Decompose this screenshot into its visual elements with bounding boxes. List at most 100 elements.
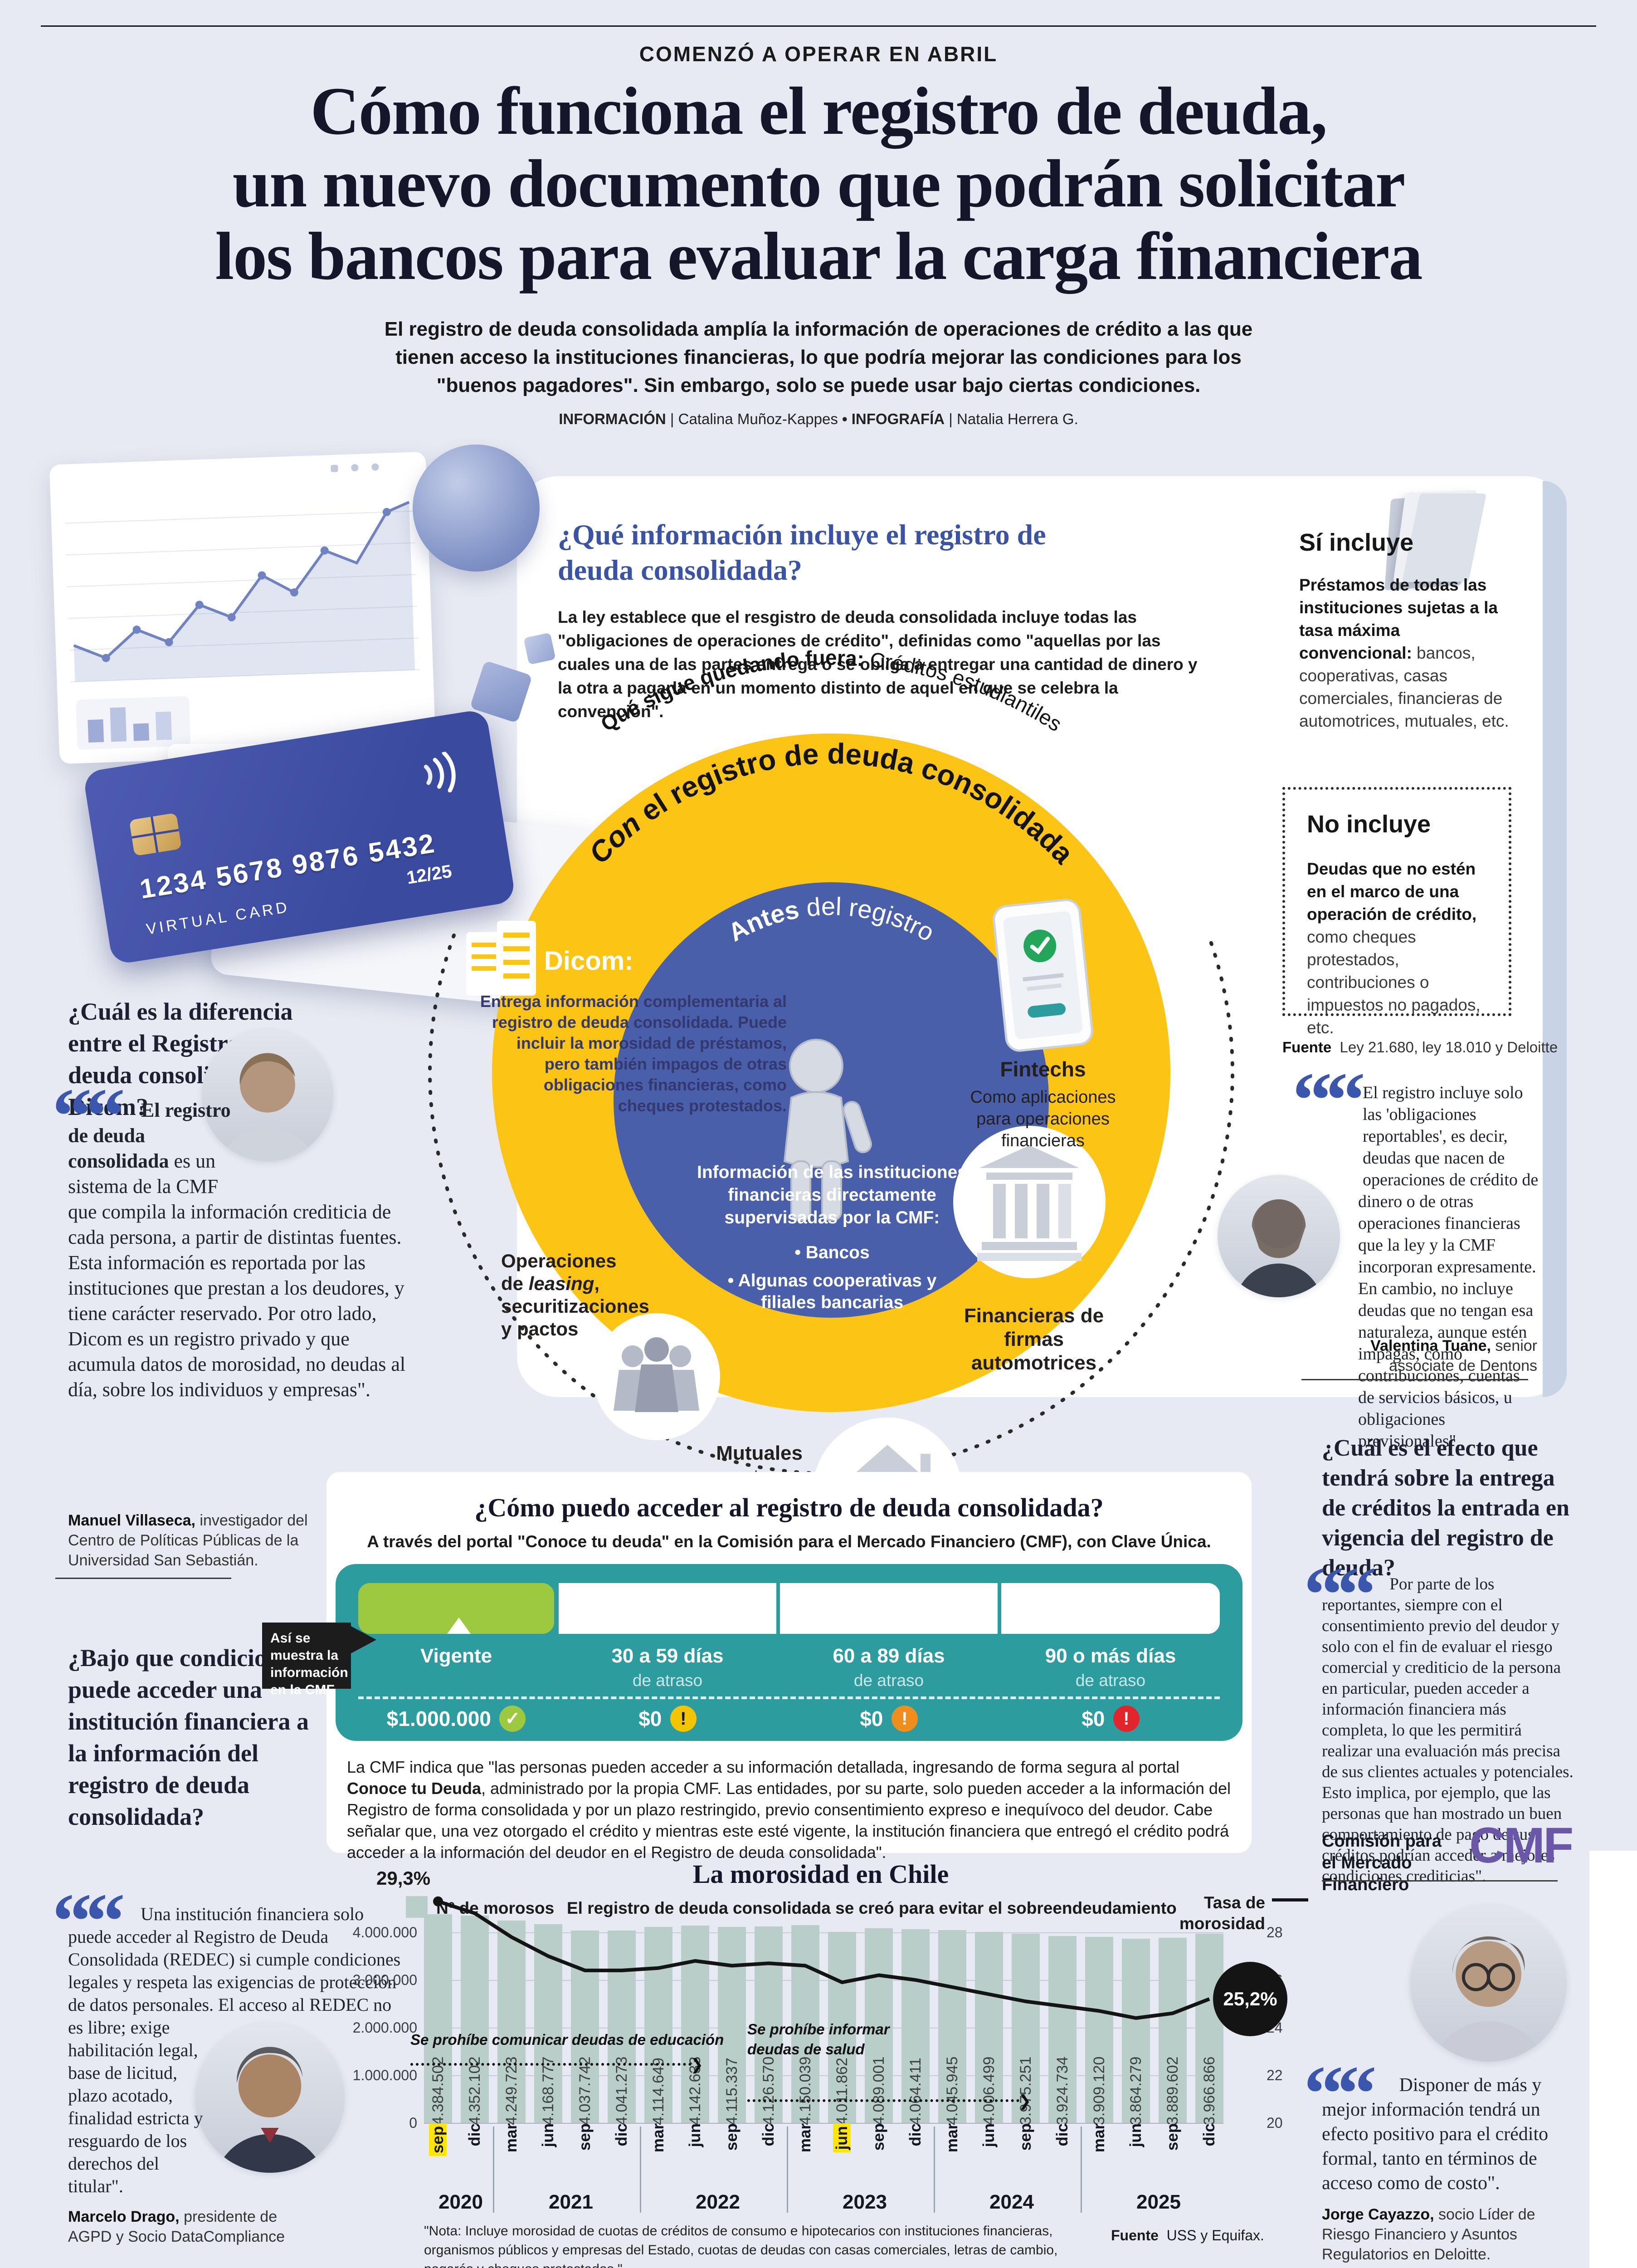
quote-mark-icon: ““	[1304, 1550, 1377, 1638]
title-line-3: los bancos para evaluar la carga financi…	[215, 219, 1423, 294]
tuane-attribution: Valentina Tuane, senior associate de Den…	[1338, 1336, 1537, 1376]
annotation-arrow-icon	[747, 2092, 1031, 2110]
credit-card: 1234 5678 9876 5432 12/25 VIRTUAL CARD	[82, 709, 516, 965]
bar-value-label: 4.115.337	[723, 2058, 741, 2125]
table-dashed-divider	[358, 1696, 1220, 1699]
cayazzo-attribution: Jorge Cayazzo, socio Líder de Riesgo Fin…	[1322, 2204, 1567, 2265]
q1-rule	[55, 1578, 231, 1579]
dicom-title: Dicom:	[544, 946, 633, 976]
cmf-display-tag-text: Así se muestra la información en la CMF	[270, 1631, 348, 1697]
info-body: La ley establece que el resgistro de deu…	[558, 608, 1198, 721]
page-subtitle: El registro de deuda consolidada amplía …	[384, 318, 1253, 396]
y-axis-right-label: 28	[1267, 1924, 1283, 1941]
q3-quote: Por parte de los reportantes, siempre co…	[1322, 1574, 1574, 1887]
x-tick-label: dic	[1200, 2123, 1218, 2146]
x-tick-label: sep	[723, 2123, 741, 2151]
byline-info-label: INFORMACIÓN	[559, 411, 666, 427]
fuente-ley: Fuente Ley 21.680, ley 18.010 y Deloitte	[1282, 1039, 1558, 1056]
amount-2-value: $0	[860, 1707, 883, 1730]
no-incluye-title: No incluye	[1307, 811, 1431, 838]
cmf-bullet-1: • Bancos	[794, 1243, 870, 1262]
amount-1-value: $0	[638, 1707, 662, 1730]
quote-mark-icon: ““	[52, 1072, 125, 1160]
y-axis-left-label: 0	[409, 2115, 417, 2131]
q1-role: investigador del Centro de Políticas Púb…	[68, 1512, 308, 1569]
x-tick-label: jun	[1127, 2123, 1145, 2147]
bar-value-label: 3.864.279	[1127, 2056, 1145, 2125]
y-axis-right-label: 20	[1267, 2115, 1283, 2131]
si-incluye-body: Préstamos de todas las instituciones suj…	[1299, 574, 1517, 733]
mutuales-bold: Mutuales	[716, 1442, 803, 1464]
bar-icon	[88, 719, 104, 743]
mini-bar-card	[75, 696, 191, 750]
x-tick-label: jun	[980, 2123, 998, 2147]
line-chart-illustration	[65, 501, 420, 683]
chart-note: "Nota: Incluye morosidad de cuotas de cr…	[424, 2224, 1058, 2268]
amount-0: $1.000.000 ✓	[358, 1706, 554, 1732]
line-start-label: 29,3%	[376, 1867, 431, 1889]
year-separator	[934, 2126, 935, 2213]
q1-quote: El registro de deuda consolidada es un s…	[68, 1098, 413, 1403]
cmf-org-label: Comisión para el Mercado Financiero	[1322, 1832, 1442, 1894]
window-control-icon	[371, 463, 379, 471]
x-tick-label: dic	[613, 2123, 630, 2146]
avatar-jorge-cayazzo	[1410, 1905, 1567, 2062]
fuente-ley-text: Ley 21.680, ley 18.010 y Deloitte	[1340, 1039, 1558, 1056]
year-label: 2025	[1136, 2191, 1181, 2213]
quote-mark-icon: ““	[52, 1877, 125, 1965]
q3-heading: ¿Cuál es el efecto que tendrá sobre la e…	[1322, 1435, 1569, 1581]
cayazzo-quote-text: Disponer de más y mejor información tend…	[1322, 2075, 1549, 2194]
leasing-post: , securitizaciones y pactos	[501, 1273, 649, 1339]
x-tick-label: dic	[906, 2123, 924, 2146]
range-bar-3	[1001, 1583, 1220, 1634]
col-label-2: 60 a 89 días	[833, 1645, 945, 1667]
col-label-1: 30 a 59 días	[611, 1645, 724, 1667]
title-line-1: Cómo funciona el registro de deuda,	[310, 73, 1327, 149]
year-label: 2020	[438, 2191, 483, 2213]
x-tick-label: dic	[1053, 2123, 1071, 2146]
fintechs-desc: Como aplicaciones para operaciones finan…	[970, 1088, 1116, 1150]
col-label-3: 90 o más días	[1045, 1645, 1176, 1667]
quote-spacer	[1358, 1082, 1363, 1173]
leasing-italic: leasing	[528, 1273, 594, 1294]
amount-0-value: $1.000.000	[386, 1707, 491, 1730]
x-tick-label: sep	[576, 2123, 594, 2151]
range-bar-1	[559, 1583, 776, 1634]
info-heading: ¿Qué información incluye el registro de …	[558, 518, 1046, 586]
tuane-quote-text: El registro incluye solo las 'obligacion…	[1358, 1083, 1539, 1451]
no-incluye-box: No incluye Deudas que no estén en el mar…	[1282, 787, 1511, 1037]
col-sub-3: de atraso	[1075, 1671, 1146, 1690]
byline-dot: •	[842, 411, 852, 427]
si-incluye-bold: Préstamos de todas las instituciones suj…	[1299, 576, 1498, 662]
contactless-icon	[424, 751, 456, 793]
access-heading: ¿Cómo puedo acceder al registro de deuda…	[474, 1493, 1104, 1522]
dicom-building-icon	[466, 921, 536, 996]
cayazzo-role: socio Líder de Riesgo Financiero y Asunt…	[1322, 2206, 1535, 2263]
cayazzo-quote: Disponer de más y mejor información tend…	[1322, 2073, 1569, 2195]
chart-fuente: Fuente USS y Equifax.	[1111, 2227, 1264, 2244]
y-axis-left-label: 2.000.000	[352, 2019, 417, 2036]
panel-edge-stripe	[1543, 481, 1567, 1397]
range-bar-2	[780, 1583, 998, 1634]
bar-icon	[110, 707, 127, 742]
x-tick-label: jun	[686, 2123, 704, 2147]
amount-1: $0 !	[559, 1706, 776, 1732]
access-body-bold: Conoce tu Deuda	[347, 1779, 482, 1798]
right-margin-band	[1589, 1851, 1637, 2268]
x-tick-label: mar	[649, 2123, 667, 2153]
year-separator	[787, 2126, 788, 2213]
tuane-author: Valentina Tuane,	[1370, 1337, 1491, 1354]
gridline	[424, 2075, 1223, 2076]
bar-value-label: 3.889.602	[1164, 2056, 1181, 2125]
tuane-quote: El registro incluye solo las 'obligacion…	[1358, 1082, 1540, 1452]
cmf-logo: CMF	[1469, 1818, 1574, 1873]
chart-annotation-2: Se prohíbe informar deudas de salud	[747, 2021, 890, 2058]
tuane-rule	[1301, 1379, 1528, 1380]
year-label: 2023	[843, 2191, 887, 2213]
tuane-role: senior associate de Dentons	[1389, 1337, 1537, 1375]
access-table: Vigente 30 a 59 días 60 a 89 días 90 o m…	[336, 1564, 1242, 1741]
cmf-rule	[1322, 1880, 1558, 1882]
bar-icon	[133, 723, 150, 741]
x-tick-label: jun	[539, 2123, 557, 2147]
alert-icon: !	[1113, 1706, 1140, 1732]
